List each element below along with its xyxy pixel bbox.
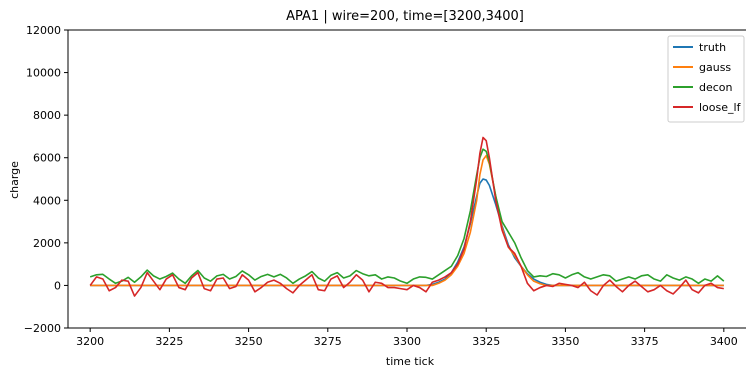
x-tick-label: 3375	[631, 335, 659, 348]
axes: 3200 3225 3250 3275 3300 3325 3350 3375 3400 −200…	[24, 24, 746, 348]
series-line-loose-lf	[89, 136, 724, 297]
y-axis-label: charge	[8, 161, 21, 199]
x-tick-label: 3250	[235, 335, 263, 348]
legend-label: loose_lf	[699, 101, 742, 114]
x-tick-label: 3300	[393, 335, 421, 348]
x-tick-label: 3275	[314, 335, 342, 348]
chart-title: APA1 | wire=200, time=[3200,3400]	[286, 9, 524, 24]
y-tick-label: 12000	[26, 24, 61, 37]
y-tick-label: 4000	[33, 194, 61, 207]
plot-area	[89, 136, 725, 297]
y-tick-label: 2000	[33, 237, 61, 250]
series-line-truth	[90, 178, 724, 287]
x-tick-label: 3350	[551, 335, 579, 348]
legend-box	[667, 35, 745, 123]
series-line-gauss	[90, 154, 724, 287]
y-tick-label: −2000	[24, 322, 61, 335]
x-axis-label: time tick	[386, 355, 435, 368]
x-tick-label: 3225	[155, 335, 183, 348]
y-tick-label: 10000	[26, 67, 61, 80]
x-tick-label: 3325	[472, 335, 500, 348]
series-group	[89, 136, 725, 297]
series-line-decon	[89, 148, 725, 285]
y-tick-label: 8000	[33, 109, 61, 122]
y-tick-label: 6000	[33, 152, 61, 165]
y-tick-label: 0	[54, 279, 61, 292]
legend: truth gauss decon loose_lf	[667, 35, 745, 123]
legend-label: gauss	[699, 61, 731, 74]
x-tick-label: 3200	[76, 335, 104, 348]
x-tick-label: 3400	[710, 335, 738, 348]
legend-label: truth	[699, 41, 726, 54]
legend-label: decon	[699, 81, 733, 94]
